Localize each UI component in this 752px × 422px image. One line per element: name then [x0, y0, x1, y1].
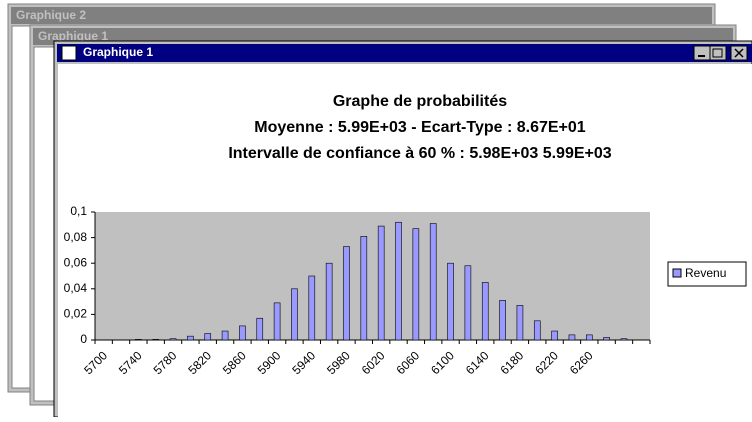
bar	[377, 225, 385, 341]
bar	[360, 236, 368, 341]
y-tick-label: 0,04	[64, 281, 88, 295]
bar	[135, 339, 142, 341]
bar	[308, 275, 316, 341]
bar	[187, 335, 194, 341]
bar	[464, 265, 472, 341]
bar	[169, 338, 177, 341]
bar	[412, 228, 420, 341]
y-tick-label: 0,06	[64, 255, 88, 269]
chart-title: Graphe de probabilités	[333, 93, 507, 110]
bar	[533, 320, 541, 341]
chart-subtitle: Intervalle de confiance à 60 % : 5.98E+0…	[228, 145, 611, 162]
y-tick-label: 0,02	[64, 307, 88, 321]
bar	[585, 334, 593, 341]
window-title: Graphique 1	[38, 29, 108, 43]
y-tick-label: 0,08	[64, 230, 88, 244]
bar	[239, 325, 246, 341]
chart-subtitle: Moyenne : 5.99E+03 - Ecart-Type : 8.67E+…	[254, 119, 586, 136]
close-button[interactable]	[730, 45, 748, 61]
bar	[551, 330, 558, 341]
window-icon	[61, 45, 77, 61]
bar	[568, 334, 576, 341]
bar	[204, 333, 212, 341]
bar	[395, 221, 402, 341]
bar	[499, 300, 506, 341]
plot-area	[95, 212, 650, 340]
bar	[291, 288, 298, 341]
bar	[603, 337, 610, 341]
bar	[343, 246, 350, 341]
bar	[447, 262, 454, 341]
bar	[152, 339, 160, 341]
legend-swatch	[672, 268, 682, 278]
y-tick-label: 0,1	[70, 204, 87, 218]
bar	[221, 330, 229, 341]
legend-label: Revenu	[685, 266, 726, 280]
bar	[273, 302, 281, 341]
bar	[516, 305, 524, 341]
y-tick-label: 0	[80, 332, 87, 346]
bar	[620, 338, 628, 341]
maximize-button[interactable]	[709, 45, 727, 61]
minimize-button[interactable]	[693, 45, 711, 61]
bar	[481, 282, 489, 341]
bar	[429, 223, 437, 341]
bar	[256, 317, 264, 341]
bar	[325, 262, 333, 341]
window-title: Graphique 2	[16, 8, 86, 22]
window-title: Graphique 1	[83, 45, 153, 59]
